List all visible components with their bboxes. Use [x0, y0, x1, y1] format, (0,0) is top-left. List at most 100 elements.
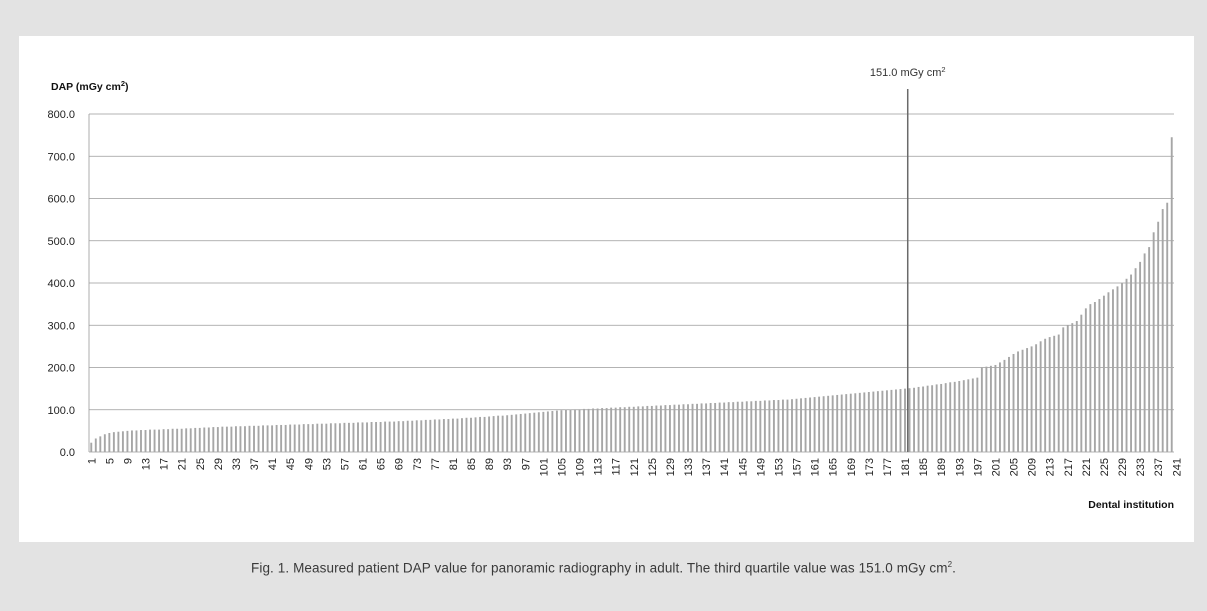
bar: [447, 419, 450, 452]
bar: [1098, 299, 1101, 452]
bar: [578, 409, 581, 452]
y-tick-label: 100.0: [47, 405, 75, 417]
bar: [515, 414, 518, 452]
bar: [216, 427, 219, 452]
x-tick-label: 105: [556, 458, 568, 476]
bar-chart: DAP (mGy cm2) 0.0 100.0 200.0 300.0 400.0 500…: [47, 65, 1183, 511]
bar: [863, 392, 866, 452]
bar: [1130, 274, 1133, 452]
bar: [528, 413, 531, 452]
x-tick-label: 101: [538, 458, 550, 476]
x-tick-label: 109: [575, 458, 587, 476]
x-tick-label: 201: [990, 458, 1002, 476]
x-tick-label: 65: [376, 458, 388, 470]
bar: [162, 429, 165, 452]
x-tick-label: 1: [86, 458, 98, 464]
x-tick-label: 37: [249, 458, 261, 470]
bar: [298, 424, 301, 452]
bar: [343, 422, 346, 452]
bar: [619, 407, 622, 452]
bar: [723, 402, 726, 452]
bar: [989, 365, 992, 452]
bar: [560, 410, 563, 452]
bar: [185, 428, 188, 452]
bar: [1080, 314, 1083, 452]
bar: [497, 415, 500, 452]
bar: [1107, 292, 1110, 452]
bar: [470, 417, 472, 452]
bar: [976, 377, 979, 452]
bar: [822, 396, 825, 452]
bar: [189, 428, 192, 452]
bar: [759, 400, 762, 452]
bar: [673, 404, 676, 452]
bar: [140, 430, 142, 452]
bar: [257, 425, 260, 452]
bar: [840, 394, 843, 452]
bar: [1143, 253, 1146, 452]
bar: [488, 416, 491, 452]
y-axis-title: DAP (mGy cm2): [51, 79, 129, 93]
bar: [768, 400, 771, 452]
bar: [1093, 302, 1096, 452]
bar: [171, 428, 174, 452]
gridlines: [88, 113, 1174, 453]
bar: [605, 408, 608, 452]
bar: [569, 409, 572, 452]
x-tick-label: 53: [321, 458, 333, 470]
bar: [519, 413, 522, 452]
bar: [406, 420, 409, 452]
x-tick-label: 57: [339, 458, 351, 470]
bar: [736, 401, 739, 452]
bar: [117, 431, 120, 452]
bar: [641, 406, 644, 452]
bar: [1084, 308, 1087, 452]
bar: [551, 411, 554, 452]
bar: [1157, 221, 1160, 452]
bar: [370, 422, 373, 452]
bar: [610, 407, 613, 452]
caption-text: Fig. 1. Measured patient DAP value for p…: [251, 560, 948, 576]
bar: [831, 395, 834, 452]
bar: [890, 389, 893, 452]
x-tick-label: 17: [159, 458, 171, 470]
x-tick-label: 5: [104, 458, 116, 464]
bar: [655, 405, 658, 452]
bar: [777, 400, 780, 452]
bar: [320, 423, 323, 452]
bar: [474, 417, 477, 452]
bar: [1039, 341, 1042, 452]
bar: [985, 366, 988, 452]
bar: [944, 383, 947, 452]
bar: [271, 425, 274, 452]
x-tick-label: 129: [665, 458, 677, 476]
bar: [1116, 286, 1119, 452]
bar: [510, 414, 513, 452]
bar: [931, 385, 934, 452]
bar: [714, 402, 717, 452]
bar: [971, 378, 974, 452]
x-tick-label: 77: [430, 458, 442, 470]
bar: [682, 404, 685, 452]
bar: [429, 419, 432, 452]
bar: [913, 387, 916, 452]
bar: [149, 429, 151, 452]
bar: [311, 424, 314, 452]
bar: [998, 362, 1001, 452]
bar: [1062, 327, 1065, 452]
bar: [284, 424, 287, 452]
x-tick-label: 61: [358, 458, 370, 470]
x-tick-label: 13: [141, 458, 153, 470]
bar: [895, 389, 897, 452]
bar: [1102, 295, 1105, 452]
bar: [555, 410, 558, 452]
bar: [926, 385, 929, 452]
bar: [357, 422, 359, 452]
bar: [492, 416, 495, 452]
bar: [537, 412, 540, 452]
bar: [424, 419, 427, 452]
x-tick-label: 241: [1171, 458, 1183, 476]
x-tick-label: 189: [936, 458, 948, 476]
bar: [804, 397, 807, 452]
bar: [153, 429, 156, 452]
